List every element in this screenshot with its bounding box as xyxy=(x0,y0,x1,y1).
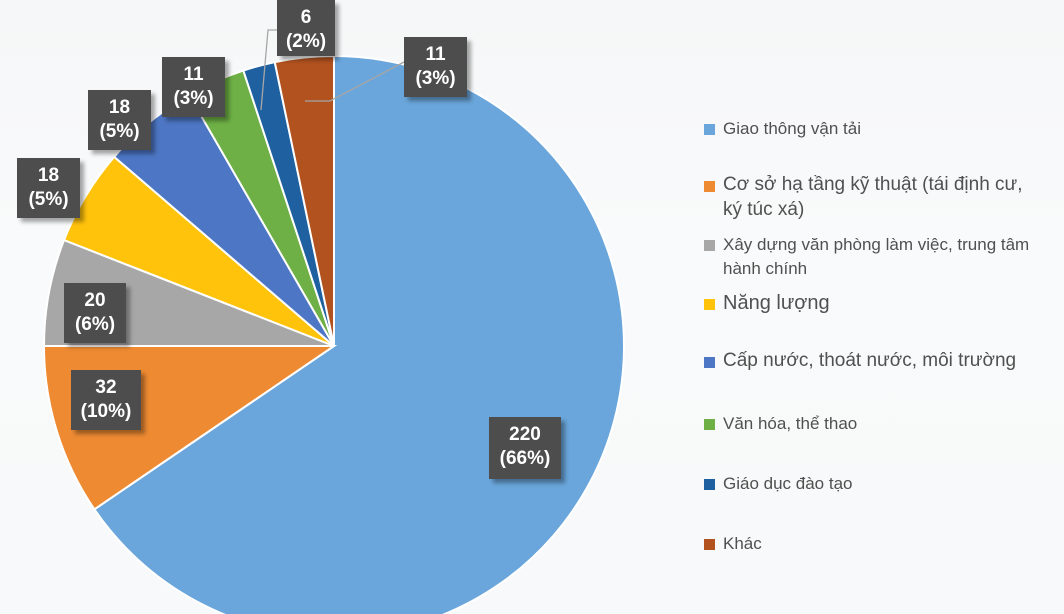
data-label-value: 220 xyxy=(509,424,541,445)
legend-swatch xyxy=(704,357,715,368)
data-label-co-so-ha-tang: 32 (10%) xyxy=(71,370,141,430)
legend-item: Cấp nước, thoát nước, môi trường xyxy=(704,348,1044,373)
leader-lines xyxy=(260,29,405,111)
data-label-giao-duc: 6 (2%) xyxy=(277,0,335,56)
data-label-percent: (6%) xyxy=(74,314,116,335)
legend-label: Giáo dục đào tạo xyxy=(723,474,853,493)
legend-item: Năng lượng xyxy=(704,290,1044,316)
legend: Giao thông vận tải Cơ sở hạ tầng kỹ thuậ… xyxy=(704,0,1064,614)
legend-label: Năng lượng xyxy=(723,292,830,314)
data-label-value: 11 xyxy=(425,44,446,65)
data-label-value: 6 xyxy=(300,7,312,28)
data-label-value: 11 xyxy=(183,64,204,85)
legend-label: Xây dựng văn phòng làm việc, trung tâm h… xyxy=(723,235,1030,278)
legend-label: Văn hóa, thể thao xyxy=(723,414,858,433)
data-label-percent: (10%) xyxy=(80,401,132,422)
legend-item: Văn hóa, thể thao xyxy=(704,412,1044,436)
legend-item: Khác xyxy=(704,532,1044,556)
legend-item: Giáo dục đào tạo xyxy=(704,472,1044,496)
leader-line xyxy=(305,61,405,102)
legend-item: Cơ sở hạ tầng kỹ thuật (tái định cư, ký … xyxy=(704,172,1044,222)
legend-item: Giao thông vận tải xyxy=(704,117,1044,141)
leader-line xyxy=(260,29,277,111)
data-label-value: 20 xyxy=(84,290,106,311)
legend-swatch xyxy=(704,299,715,310)
legend-label: Cơ sở hạ tầng kỹ thuật (tái định cư, ký … xyxy=(723,174,1023,220)
legend-item: Xây dựng văn phòng làm việc, trung tâm h… xyxy=(704,233,1044,281)
legend-swatch xyxy=(704,124,715,135)
legend-swatch xyxy=(704,539,715,550)
data-label-percent: (2%) xyxy=(285,31,327,52)
legend-swatch xyxy=(704,419,715,430)
pie-slice xyxy=(273,54,335,347)
legend-swatch xyxy=(704,479,715,490)
data-label-nang-luong: 18 (5%) xyxy=(17,158,80,218)
data-label-van-hoa: 11 (3%) xyxy=(162,57,225,117)
data-label-giao-thong: 220 (66%) xyxy=(489,417,561,479)
data-label-value: 18 xyxy=(108,97,131,118)
data-label-percent: (66%) xyxy=(499,448,551,469)
data-label-percent: (5%) xyxy=(28,189,69,210)
data-label-cap-nuoc: 18 (5%) xyxy=(88,90,151,150)
data-label-value: 18 xyxy=(37,165,60,186)
legend-label: Cấp nước, thoát nước, môi trường xyxy=(723,350,1017,371)
data-label-value: 32 xyxy=(95,377,117,398)
data-label-percent: (5%) xyxy=(99,121,140,142)
legend-swatch xyxy=(704,240,715,251)
data-label-xay-dung: 20 (6%) xyxy=(64,283,126,343)
legend-swatch xyxy=(704,181,715,192)
data-label-khac: 11 (3%) xyxy=(404,37,467,97)
data-label-percent: (3%) xyxy=(415,68,456,89)
legend-label: Khác xyxy=(723,534,762,553)
data-label-percent: (3%) xyxy=(173,88,214,109)
legend-label: Giao thông vận tải xyxy=(723,119,861,138)
